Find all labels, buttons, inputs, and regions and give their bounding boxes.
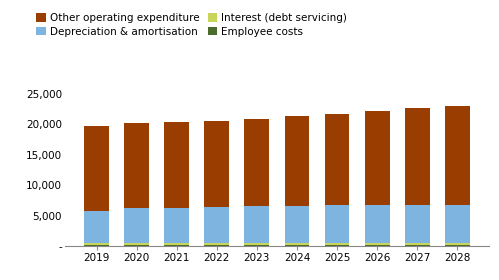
Bar — [325, 243, 349, 246]
Bar — [164, 208, 189, 243]
Bar — [124, 208, 149, 243]
Bar — [284, 116, 309, 206]
Bar — [245, 243, 269, 246]
Bar — [205, 207, 229, 243]
Bar — [84, 243, 109, 246]
Bar — [405, 243, 430, 246]
Bar — [405, 205, 430, 243]
Bar — [205, 243, 229, 246]
Bar — [325, 206, 349, 243]
Bar — [445, 205, 470, 243]
Bar — [245, 119, 269, 206]
Bar — [164, 243, 189, 246]
Bar — [365, 243, 390, 246]
Bar — [284, 243, 309, 246]
Bar — [365, 111, 390, 205]
Bar — [445, 243, 470, 246]
Bar — [124, 123, 149, 208]
Bar — [205, 121, 229, 207]
Bar — [405, 108, 430, 205]
Bar — [445, 106, 470, 205]
Bar — [245, 206, 269, 243]
Bar — [84, 211, 109, 243]
Bar — [365, 205, 390, 243]
Legend: Other operating expenditure, Depreciation & amortisation, Interest (debt servici: Other operating expenditure, Depreciatio… — [36, 13, 347, 37]
Bar — [325, 114, 349, 206]
Bar — [284, 206, 309, 243]
Bar — [164, 122, 189, 208]
Bar — [84, 126, 109, 211]
Bar — [124, 243, 149, 246]
